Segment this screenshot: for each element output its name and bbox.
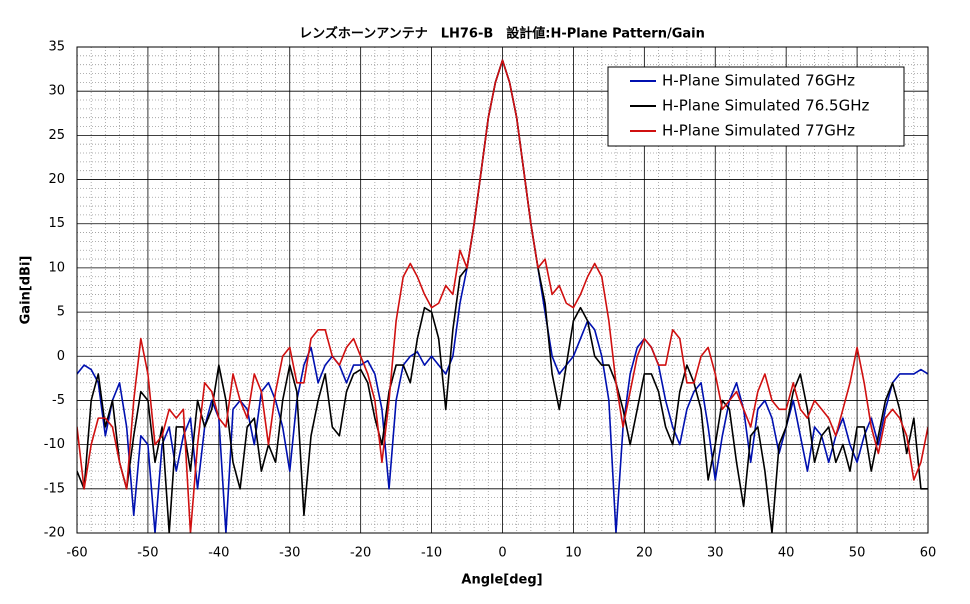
y-tick-label: 30 xyxy=(48,84,65,99)
y-tick-label: -15 xyxy=(44,481,65,496)
x-tick-label: -30 xyxy=(279,546,300,561)
chart-title: レンズホーンアンテナ LH76-B 設計値:H-Plane Pattern/Ga… xyxy=(299,26,705,42)
legend-label: H-Plane Simulated 77GHz xyxy=(662,122,855,140)
y-tick-label: -5 xyxy=(52,393,65,408)
x-tick-label: 30 xyxy=(707,546,724,561)
x-axis-label: Angle[deg] xyxy=(461,573,542,588)
x-tick-label: 0 xyxy=(498,546,506,561)
plot-lines xyxy=(77,59,928,533)
y-tick-label: 0 xyxy=(57,349,65,364)
y-tick-label: 5 xyxy=(57,305,65,320)
x-tick-label: -20 xyxy=(350,546,371,561)
y-tick-label: 15 xyxy=(48,216,65,231)
y-tick-label: 25 xyxy=(48,128,65,143)
x-tick-label: -50 xyxy=(137,546,158,561)
y-axis-label: Gain[dBi] xyxy=(19,256,34,325)
y-tick-label: 20 xyxy=(48,172,65,187)
grid xyxy=(76,46,929,534)
x-tick-label: 20 xyxy=(636,546,653,561)
y-tick-label: 35 xyxy=(48,40,65,55)
legend-label: H-Plane Simulated 76GHz xyxy=(662,72,855,90)
y-tick-label: 10 xyxy=(48,260,65,275)
x-tick-label: -10 xyxy=(421,546,442,561)
x-tick-label: -40 xyxy=(208,546,229,561)
x-tick-label: 40 xyxy=(778,546,795,561)
y-tick-label: -10 xyxy=(44,437,65,452)
x-tick-label: 50 xyxy=(849,546,866,561)
legend: H-Plane Simulated 76GHz H-Plane Simulated… xyxy=(607,66,905,147)
series-line xyxy=(77,59,928,533)
y-tick-label: -20 xyxy=(44,526,65,541)
plot-frame xyxy=(76,46,929,534)
legend-label: H-Plane Simulated 76.5GHz xyxy=(662,97,869,115)
x-tick-label: -60 xyxy=(66,546,87,561)
legend-box xyxy=(607,66,905,147)
x-tick-label: 10 xyxy=(565,546,582,561)
x-tick-label: 60 xyxy=(920,546,937,561)
